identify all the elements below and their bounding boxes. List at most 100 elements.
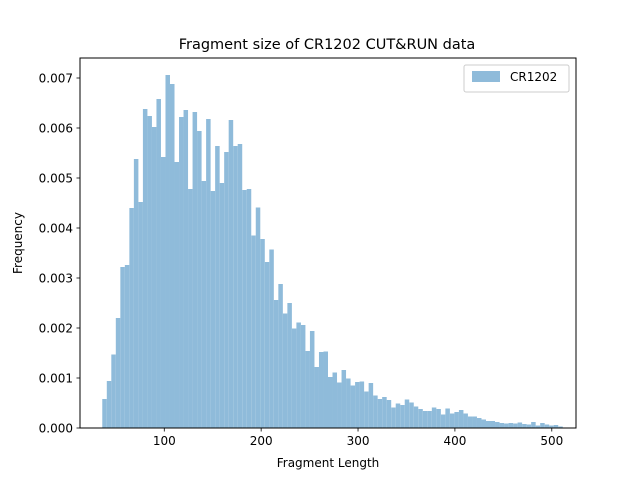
plot-frame	[79, 57, 577, 429]
histogram-bar	[472, 416, 477, 428]
histogram-bar	[418, 409, 423, 428]
histogram-bar	[535, 425, 541, 428]
histogram-bar	[463, 413, 468, 428]
legend: CR1202	[463, 64, 570, 93]
histogram-bar	[278, 284, 283, 428]
histogram-bar	[364, 391, 369, 428]
histogram-bar	[531, 422, 536, 428]
histogram-bar	[255, 207, 261, 428]
histogram-bar	[246, 189, 252, 428]
histogram-bar	[210, 191, 216, 428]
histogram-bar	[273, 300, 279, 428]
x-tick-label: 300	[347, 434, 370, 448]
histogram-bar	[142, 109, 148, 428]
histogram-bar	[133, 159, 139, 428]
histogram-bar	[228, 120, 234, 428]
y-tick-label: 0.005	[39, 172, 73, 186]
histogram-bar	[373, 395, 378, 428]
histogram-bar	[495, 422, 500, 428]
histogram-bar	[318, 352, 324, 428]
histogram-bar	[409, 402, 414, 428]
histogram-bar	[440, 414, 446, 428]
histogram-bar	[296, 322, 301, 428]
histogram-bar	[499, 423, 505, 428]
y-axis-title: Frequency	[11, 212, 25, 274]
histogram-bar	[517, 422, 523, 428]
y-tick-label: 0.002	[39, 322, 73, 336]
histogram-bar	[504, 423, 509, 428]
x-tick-label: 100	[153, 434, 176, 448]
x-axis-title: Fragment Length	[277, 456, 380, 470]
histogram-bar	[476, 418, 482, 428]
histogram-bar	[422, 411, 428, 428]
histogram-bar	[291, 328, 297, 428]
histogram-bar	[251, 235, 256, 428]
legend-label: CR1202	[510, 70, 557, 84]
histogram-bar	[242, 190, 247, 428]
histogram-bar	[287, 303, 292, 428]
histogram-bar	[224, 152, 229, 428]
histogram-bar	[382, 397, 387, 428]
histogram-bar	[115, 318, 121, 428]
histogram-bar	[183, 110, 189, 428]
histogram-bar	[540, 423, 545, 428]
histogram-bar	[215, 146, 220, 428]
y-tick-label: 0.007	[39, 72, 73, 86]
histogram-bar	[160, 157, 166, 428]
histogram-bar	[237, 144, 243, 428]
histogram-bar	[526, 424, 532, 428]
histogram-bar	[513, 423, 518, 428]
histogram-bar	[522, 424, 527, 428]
histogram-bar	[486, 421, 491, 428]
histogram-bar	[481, 419, 486, 428]
y-tick-label: 0.000	[39, 422, 73, 436]
histogram-bar	[102, 399, 107, 428]
histogram-bar	[558, 426, 563, 428]
x-axis-ticks: 100 200 300 400 500	[153, 428, 563, 448]
histogram-bar	[454, 412, 459, 428]
y-tick-label: 0.001	[39, 372, 73, 386]
histogram-bar	[305, 351, 310, 428]
histogram-bar	[192, 112, 198, 428]
histogram-bar	[490, 421, 496, 428]
histogram-bar	[147, 116, 152, 428]
histogram-bar	[449, 413, 455, 428]
histogram-bar	[445, 408, 450, 428]
histogram-bar	[111, 354, 116, 428]
histogram-bar	[106, 381, 112, 428]
histogram-bar	[377, 399, 383, 428]
histogram-bar	[359, 381, 365, 428]
histogram-bar	[314, 367, 319, 428]
histogram-bar	[124, 265, 130, 428]
histogram-bar	[337, 382, 342, 428]
histogram-bar	[400, 405, 405, 428]
chart-title: Fragment size of CR1202 CUT&RUN data	[179, 37, 476, 53]
histogram-bar	[350, 385, 356, 428]
x-tick-label: 500	[540, 434, 563, 448]
histogram-bar	[436, 409, 441, 428]
histogram-bar	[138, 202, 143, 428]
histogram-bar	[332, 372, 338, 428]
legend-swatch	[472, 71, 500, 82]
histogram-bar	[201, 181, 207, 428]
histogram-bar	[395, 403, 401, 428]
histogram-bar	[165, 75, 170, 428]
x-tick-label: 400	[443, 434, 466, 448]
y-axis-ticks: 0.000 0.001 0.002 0.003 0.004 0.005 0.006 0.007	[39, 72, 80, 436]
histogram-bar	[282, 313, 288, 428]
bars-group	[102, 75, 563, 428]
histogram-bar	[355, 382, 360, 428]
histogram-bar	[120, 267, 125, 428]
histogram-bar	[458, 410, 464, 428]
histogram-bar	[368, 383, 374, 428]
histogram-bar	[341, 370, 347, 428]
histogram-bar	[174, 162, 180, 428]
histogram-bar	[508, 423, 514, 428]
histogram-bar	[156, 99, 161, 428]
histogram-bar	[391, 407, 396, 428]
histogram-bar	[151, 127, 157, 428]
y-tick-label: 0.006	[39, 122, 73, 136]
histogram-bar	[260, 239, 265, 428]
histogram-bar	[309, 331, 315, 428]
